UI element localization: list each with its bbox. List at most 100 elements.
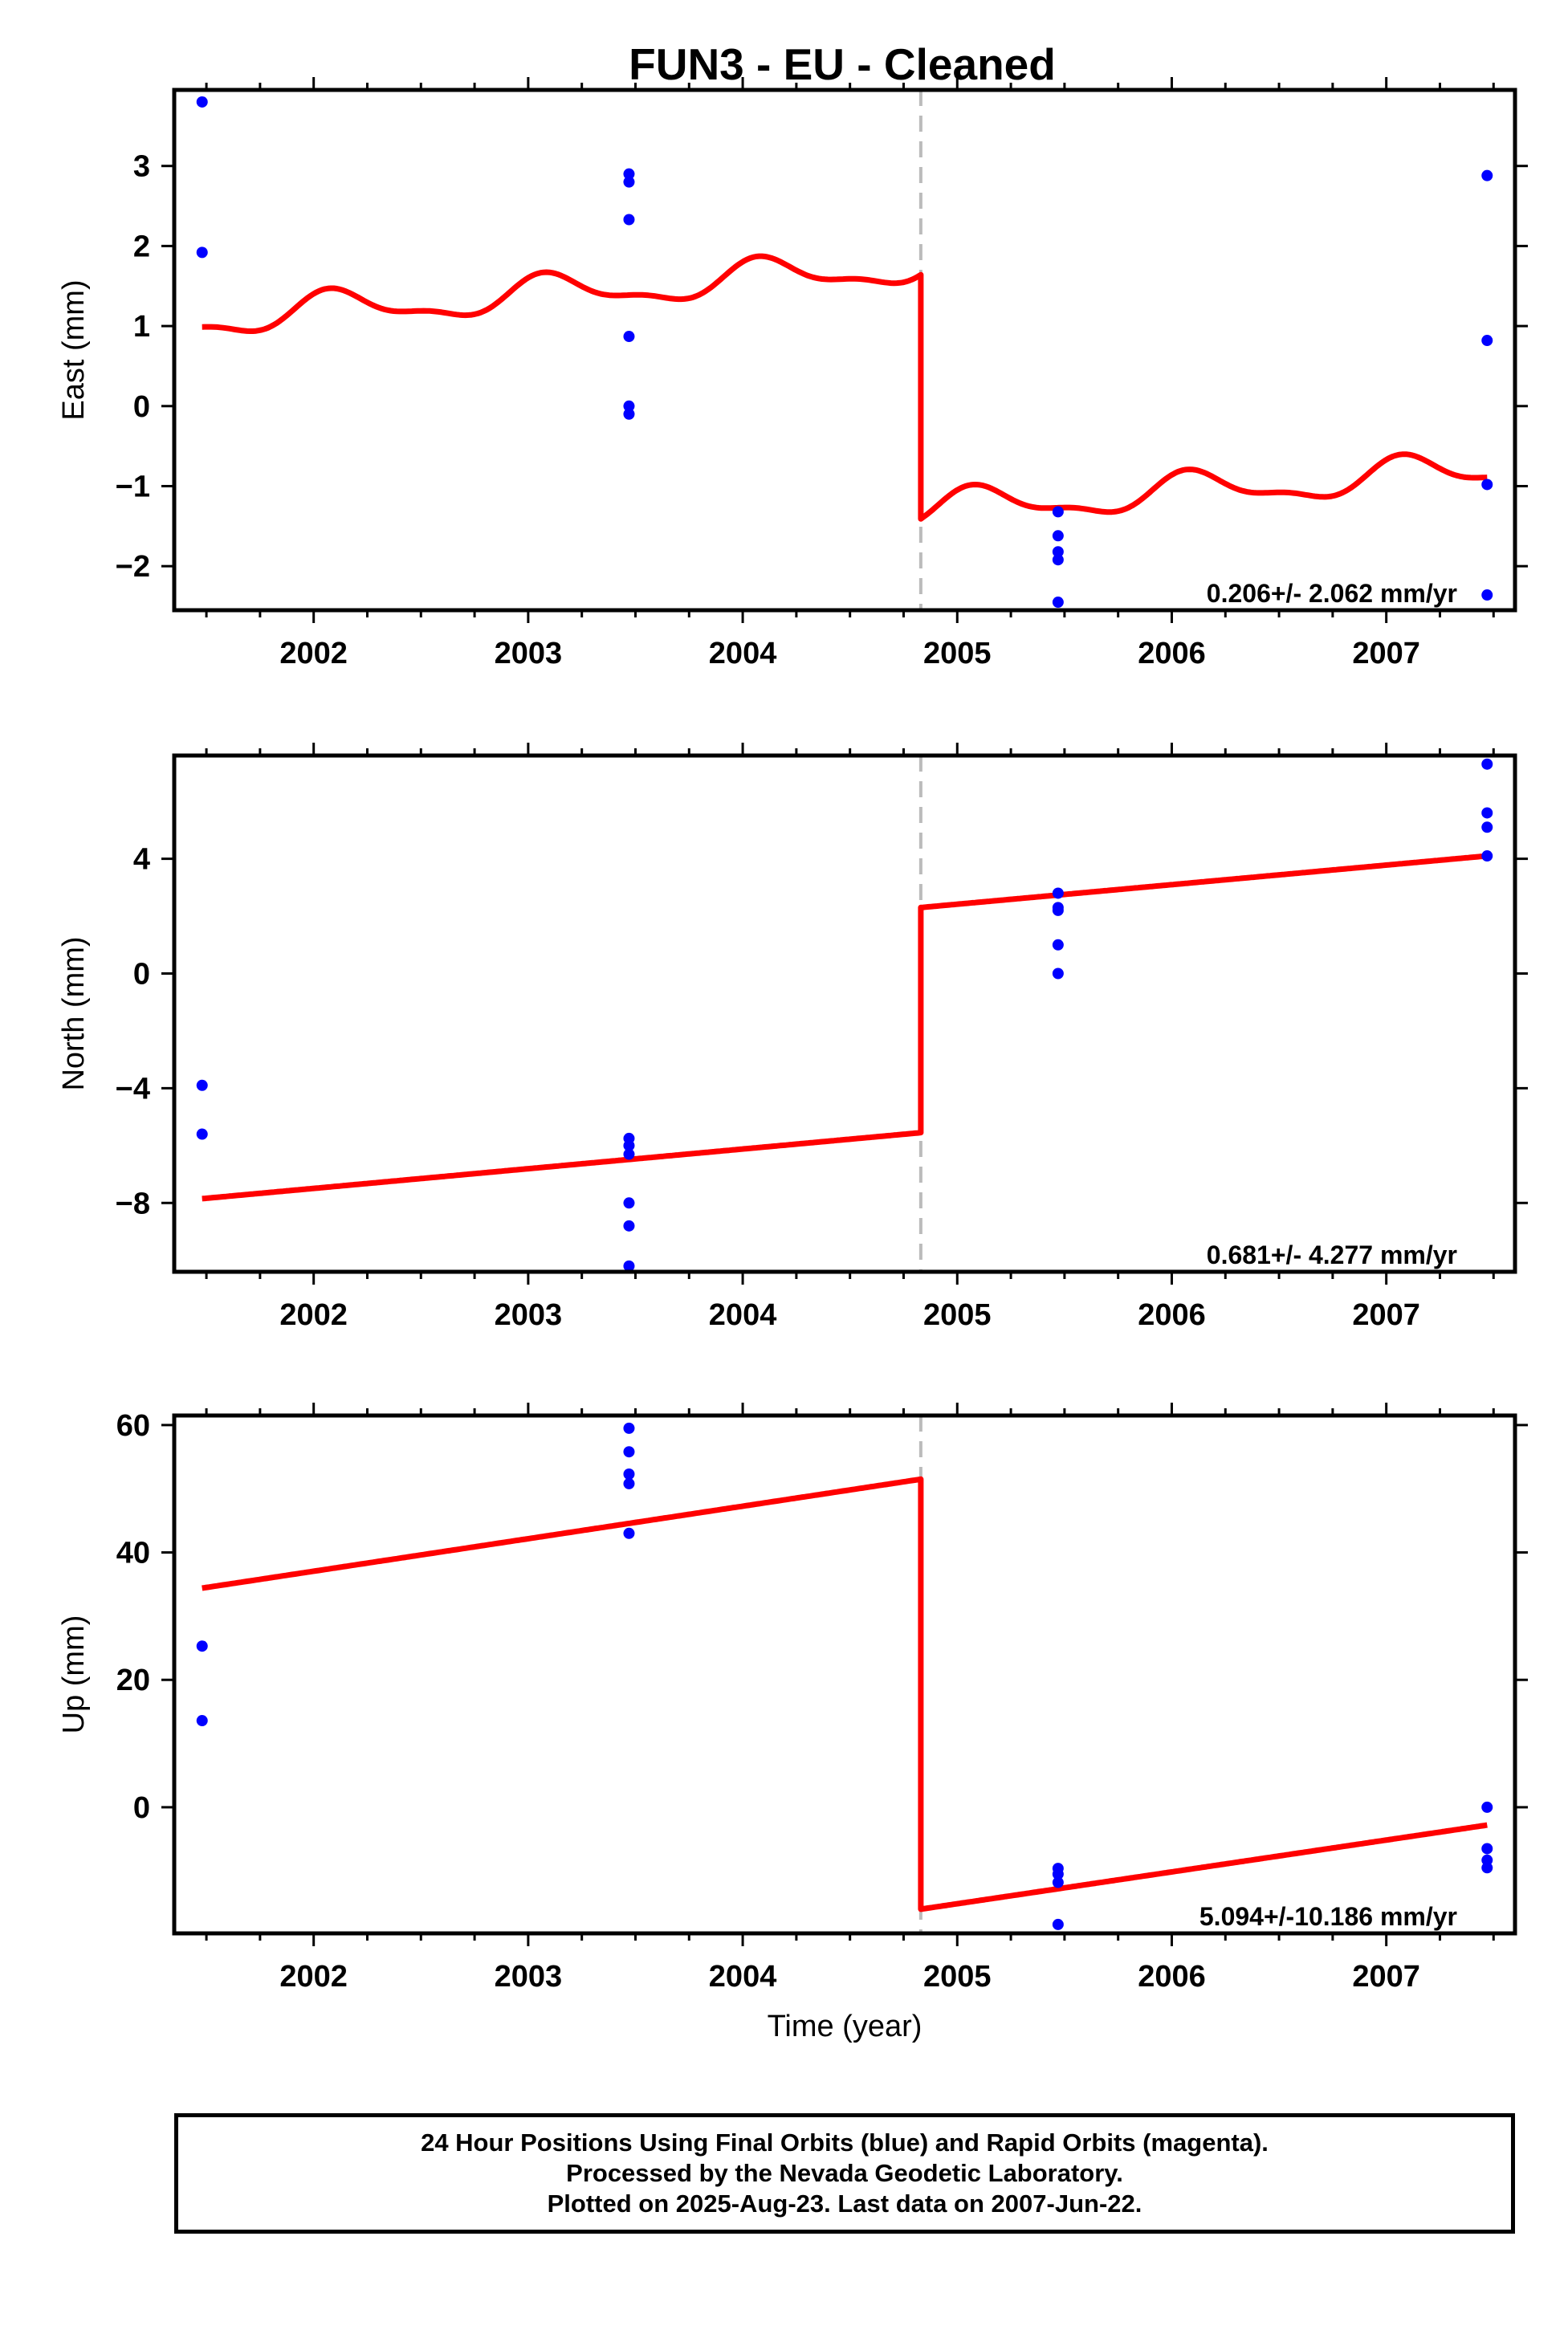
north-y-tick-label: −4: [116, 1072, 150, 1106]
north-y-tick-label: 0: [133, 957, 150, 991]
east-y-tick-label: 1: [133, 310, 150, 344]
east-y-tick-label: 2: [133, 230, 150, 263]
up-data-point: [1052, 1868, 1064, 1880]
north-data-point: [623, 1220, 635, 1232]
east-y-tick-label: 3: [133, 150, 150, 184]
east-rate-label: 0.206+/- 2.062 mm/yr: [1207, 579, 1457, 608]
north-panel: 2002 2003 2004 2005 2006 2007 −8 −4 0 4 North (mm)…: [57, 743, 1528, 1332]
east-data-point: [623, 168, 635, 180]
east-data-point: [1052, 554, 1064, 566]
north-x-tick-label: 2003: [495, 1298, 563, 1332]
north-data-point: [1481, 850, 1493, 862]
north-data-point: [1052, 939, 1064, 951]
up-data-point: [623, 1446, 635, 1458]
up-y-tick-label: 20: [116, 1664, 150, 1697]
footer-line-2: Processed by the Nevada Geodetic Laborat…: [566, 2159, 1123, 2187]
east-data-point: [196, 96, 208, 108]
east-data-point: [1481, 169, 1493, 181]
east-data-point: [1481, 335, 1493, 347]
up-data-point: [196, 1640, 208, 1652]
north-y-axis-label: North (mm): [57, 936, 91, 1090]
up-data-point: [1481, 1843, 1493, 1855]
up-y-tick-label: 0: [133, 1791, 150, 1825]
up-x-axis-label: Time (year): [768, 2010, 922, 2043]
east-y-tick-label: −1: [116, 470, 150, 503]
up-y-tick-label: 60: [116, 1409, 150, 1443]
east-plot-frame: [172, 88, 1517, 613]
chart-title: FUN3 - EU - Cleaned: [629, 39, 1056, 89]
north-x-tick-label: 2005: [923, 1298, 992, 1332]
up-data-point: [196, 1715, 208, 1727]
north-model-line: [202, 853, 1488, 1202]
north-x-tick-label: 2004: [709, 1298, 777, 1332]
north-data-point: [623, 1260, 635, 1272]
north-rate-label: 0.681+/- 4.277 mm/yr: [1207, 1240, 1457, 1269]
east-y-tick-label: −2: [116, 550, 150, 584]
east-y-tick-label: 0: [133, 390, 150, 424]
up-x-tick-label: 2006: [1138, 1960, 1206, 1994]
north-data-point: [1052, 904, 1064, 916]
up-y-axis-label: Up (mm): [57, 1615, 91, 1734]
north-data-point: [196, 1079, 208, 1091]
east-data-point: [1481, 479, 1493, 491]
up-x-tick-label: 2005: [923, 1960, 992, 1994]
up-x-tick-label: 2002: [279, 1960, 348, 1994]
north-plot-frame: [172, 753, 1517, 1274]
up-rate-label: 5.094+/-10.186 mm/yr: [1199, 1902, 1457, 1931]
east-data-point: [623, 176, 635, 188]
north-data-point: [623, 1139, 635, 1151]
up-y-tick-label: 40: [116, 1537, 150, 1570]
north-data-point: [623, 1197, 635, 1209]
east-x-tick-label: 2004: [709, 637, 777, 670]
north-data-point: [1052, 967, 1064, 980]
east-data-point: [1052, 597, 1064, 609]
north-data-point: [1481, 821, 1493, 833]
up-data-point: [1481, 1801, 1493, 1813]
east-x-tick-label: 2003: [495, 637, 563, 670]
north-data-point: [623, 1148, 635, 1160]
east-x-tick-label: 2006: [1138, 637, 1206, 670]
north-data-point: [1052, 887, 1064, 899]
east-data-point: [623, 331, 635, 343]
east-x-tick-label: 2005: [923, 637, 992, 670]
east-data-point: [1481, 589, 1493, 601]
up-model-line: [202, 1476, 1488, 1912]
north-data-point: [1481, 758, 1493, 770]
up-data-point: [623, 1477, 635, 1489]
up-x-tick-label: 2004: [709, 1960, 777, 1994]
footer-line-3: Plotted on 2025-Aug-23. Last data on 200…: [547, 2189, 1142, 2218]
east-data-point: [623, 400, 635, 412]
footer-line-1: 24 Hour Positions Using Final Orbits (bl…: [421, 2128, 1269, 2157]
east-data-point: [1052, 530, 1064, 542]
north-y-tick-label: 4: [133, 843, 150, 877]
up-panel: 2002 2003 2004 2005 2006 2007 0 20 40 60 Up (mm) Ti…: [57, 1403, 1528, 2043]
up-data-point: [623, 1527, 635, 1539]
up-x-tick-label: 2007: [1352, 1960, 1420, 1994]
north-x-tick-label: 2006: [1138, 1298, 1206, 1332]
east-data-point: [196, 246, 208, 259]
east-data-point: [623, 408, 635, 420]
east-x-tick-label: 2002: [279, 637, 348, 670]
north-data-point: [1481, 807, 1493, 819]
up-data-point: [623, 1468, 635, 1480]
east-data-point: [1052, 546, 1064, 558]
up-data-point: [623, 1422, 635, 1434]
east-x-tick-label: 2007: [1352, 637, 1420, 670]
north-x-tick-label: 2002: [279, 1298, 348, 1332]
east-panel: 2002 2003 2004 2005 2006 2007 −2 −1 0 1 2 3 East (mm…: [57, 77, 1528, 670]
north-data-point: [196, 1128, 208, 1140]
east-model-line: [202, 253, 1488, 522]
up-plot-frame: [172, 1413, 1517, 1936]
up-data-point: [1052, 1918, 1064, 1930]
east-data-point: [623, 214, 635, 226]
east-data-point: [1052, 506, 1064, 518]
footer-box: 24 Hour Positions Using Final Orbits (bl…: [174, 2113, 1515, 2234]
north-x-tick-label: 2007: [1352, 1298, 1420, 1332]
up-data-point: [1052, 1876, 1064, 1888]
up-x-tick-label: 2003: [495, 1960, 563, 1994]
east-y-axis-label: East (mm): [57, 279, 91, 420]
up-data-point: [1481, 1862, 1493, 1874]
north-y-tick-label: −8: [116, 1187, 150, 1220]
